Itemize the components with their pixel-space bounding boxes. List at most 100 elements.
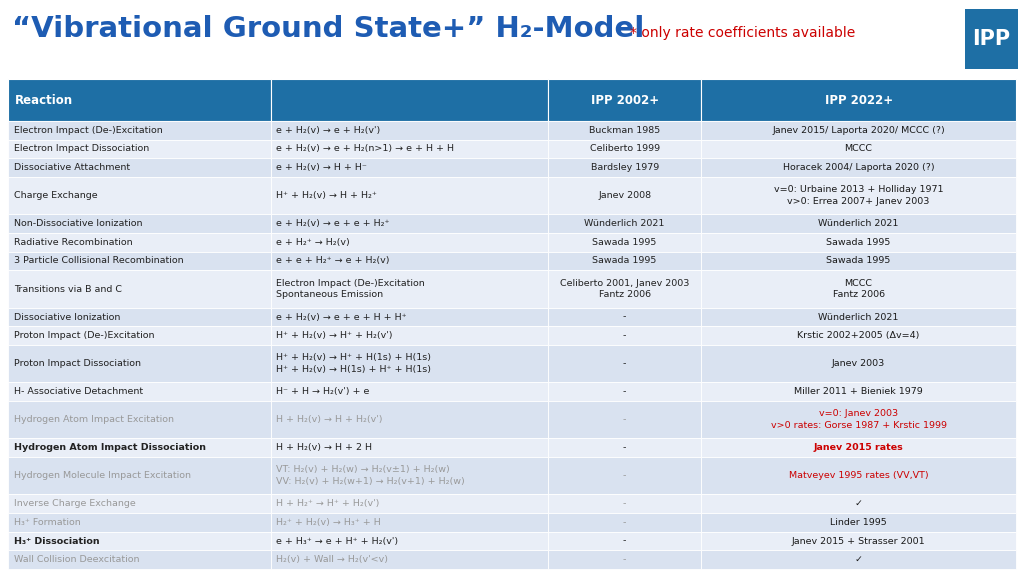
Text: v=0: Janev 2003
v>0 rates: Gorse 1987 + Krstic 1999: v=0: Janev 2003 v>0 rates: Gorse 1987 + … [771, 410, 946, 430]
Bar [8, 252, 271, 270]
Bar [271, 233, 548, 252]
Bar [701, 139, 1016, 158]
Bar [271, 252, 548, 270]
Text: Celiberto 2001, Janev 2003
Fantz 2006: Celiberto 2001, Janev 2003 Fantz 2006 [560, 279, 689, 300]
Text: Sawada 1995: Sawada 1995 [826, 256, 891, 266]
Text: e + e + H₂⁺ → e + H₂(v): e + e + H₂⁺ → e + H₂(v) [276, 256, 390, 266]
Bar [271, 214, 548, 233]
Bar [701, 252, 1016, 270]
Bar [701, 79, 1016, 121]
Text: “Vibrational Ground State+” H₂-Model: “Vibrational Ground State+” H₂-Model [12, 16, 645, 43]
Bar [701, 214, 1016, 233]
Bar [548, 513, 701, 532]
Text: Janev 2015 rates: Janev 2015 rates [814, 443, 903, 452]
Text: VT: H₂(v) + H₂(w) → H₂(v±1) + H₂(w)
VV: H₂(v) + H₂(w+1) → H₂(v+1) + H₂(w): VT: H₂(v) + H₂(w) → H₂(v±1) + H₂(w) VV: … [276, 465, 465, 486]
Text: ✓: ✓ [855, 499, 862, 508]
Bar [548, 438, 701, 457]
Text: e + H₂(v) → e + e + H₂⁺: e + H₂(v) → e + e + H₂⁺ [276, 219, 390, 228]
Text: Horacek 2004/ Laporta 2020 (?): Horacek 2004/ Laporta 2020 (?) [782, 163, 935, 172]
Bar [8, 438, 271, 457]
Text: Buckman 1985: Buckman 1985 [589, 126, 660, 135]
Bar [271, 327, 548, 345]
Bar [271, 532, 548, 551]
Bar [701, 401, 1016, 438]
Bar [8, 139, 271, 158]
Bar [8, 270, 271, 308]
Bar [548, 382, 701, 401]
Text: -: - [623, 499, 627, 508]
Text: e + H₃⁺ → e + H⁺ + H₂(v'): e + H₃⁺ → e + H⁺ + H₂(v') [276, 537, 398, 545]
Text: Janev 2015 + Strasser 2001: Janev 2015 + Strasser 2001 [792, 537, 926, 545]
Text: Hydrogen Molecule Impact Excitation: Hydrogen Molecule Impact Excitation [14, 471, 191, 480]
Bar [548, 158, 701, 177]
Bar [271, 494, 548, 513]
Text: H₂(v) + Wall → H₂(v'<v): H₂(v) + Wall → H₂(v'<v) [276, 555, 388, 564]
Text: 3 Particle Collisional Recombination: 3 Particle Collisional Recombination [14, 256, 184, 266]
Bar [548, 139, 701, 158]
Bar [8, 158, 271, 177]
Bar [548, 551, 701, 569]
Text: IPP 2022+: IPP 2022+ [824, 94, 893, 107]
Bar [701, 158, 1016, 177]
Bar [701, 270, 1016, 308]
Bar [8, 177, 271, 214]
Text: Electron Impact (De-)Excitation
Spontaneous Emission: Electron Impact (De-)Excitation Spontane… [276, 279, 425, 300]
Bar [8, 457, 271, 494]
Bar [8, 214, 271, 233]
Text: e + H₂(v) → e + H₂(v'): e + H₂(v) → e + H₂(v') [276, 126, 381, 135]
Bar [8, 513, 271, 532]
Text: -: - [623, 443, 627, 452]
Text: Matveyev 1995 rates (VV,VT): Matveyev 1995 rates (VV,VT) [788, 471, 929, 480]
Bar [8, 532, 271, 551]
Text: -: - [623, 313, 627, 321]
Bar [548, 121, 701, 139]
Text: Transitions via B and C: Transitions via B and C [14, 285, 122, 294]
Bar [548, 79, 701, 121]
Bar [8, 121, 271, 139]
Bar [548, 177, 701, 214]
Bar [271, 121, 548, 139]
Bar [271, 345, 548, 382]
Text: v=0: Urbaine 2013 + Holliday 1971
v>0: Errea 2007+ Janev 2003: v=0: Urbaine 2013 + Holliday 1971 v>0: E… [774, 185, 943, 206]
Text: e + H₂(v) → H + H⁻: e + H₂(v) → H + H⁻ [276, 163, 368, 172]
Text: Wall Collision Deexcitation: Wall Collision Deexcitation [14, 555, 140, 564]
Bar [271, 139, 548, 158]
Text: Dissociative Attachment: Dissociative Attachment [14, 163, 130, 172]
Bar [271, 270, 548, 308]
Text: H⁺ + H₂(v) → H⁺ + H(1s) + H(1s)
H⁺ + H₂(v) → H(1s) + H⁺ + H(1s): H⁺ + H₂(v) → H⁺ + H(1s) + H(1s) H⁺ + H₂(… [276, 353, 431, 374]
Text: Wünderlich 2021: Wünderlich 2021 [585, 219, 665, 228]
Text: -: - [623, 555, 627, 564]
Bar [271, 158, 548, 177]
Bar [701, 438, 1016, 457]
Text: Wünderlich 2021: Wünderlich 2021 [818, 219, 899, 228]
Bar [701, 233, 1016, 252]
Text: -: - [623, 471, 627, 480]
Bar [8, 551, 271, 569]
Bar [548, 494, 701, 513]
Bar [8, 233, 271, 252]
Text: Proton Impact (De-)Excitation: Proton Impact (De-)Excitation [14, 331, 155, 340]
Bar [548, 214, 701, 233]
Bar [548, 532, 701, 551]
Bar [8, 494, 271, 513]
Bar [271, 79, 548, 121]
Text: -: - [623, 387, 627, 396]
Bar [701, 308, 1016, 327]
Bar [701, 513, 1016, 532]
Text: Electron Impact Dissociation: Electron Impact Dissociation [14, 145, 150, 153]
Text: Janev 2008: Janev 2008 [598, 191, 651, 200]
Text: Charge Exchange: Charge Exchange [14, 191, 98, 200]
Bar [548, 233, 701, 252]
Text: -: - [623, 331, 627, 340]
Text: H + H₂⁺ → H⁺ + H₂(v'): H + H₂⁺ → H⁺ + H₂(v') [276, 499, 380, 508]
Text: Celiberto 1999: Celiberto 1999 [590, 145, 659, 153]
Text: Janev 2015/ Laporta 2020/ MCCC (?): Janev 2015/ Laporta 2020/ MCCC (?) [772, 126, 945, 135]
Bar [271, 177, 548, 214]
Text: * only rate coefficients available: * only rate coefficients available [630, 26, 855, 40]
Text: Electron Impact (De-)Excitation: Electron Impact (De-)Excitation [14, 126, 163, 135]
Bar [701, 494, 1016, 513]
Bar [548, 308, 701, 327]
Text: ✓: ✓ [855, 555, 862, 564]
Bar [701, 532, 1016, 551]
Bar [271, 382, 548, 401]
